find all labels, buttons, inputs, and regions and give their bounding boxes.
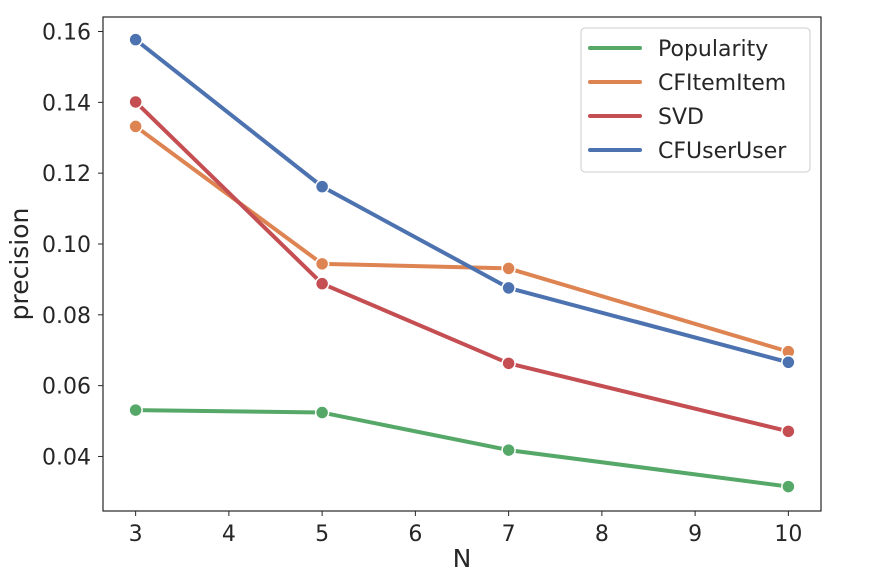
plot-frame	[102, 16, 822, 512]
data-point-cfuseruser	[128, 32, 143, 47]
legend-frame	[580, 27, 811, 173]
y-tick-label: 0.10	[42, 233, 91, 258]
data-point-popularity	[501, 442, 516, 458]
data-point-cfitemitem	[314, 256, 330, 272]
y-tick-label: 0.04	[42, 445, 91, 470]
data-point-popularity	[128, 402, 143, 418]
series-line-popularity	[133, 408, 791, 489]
y-tick-label: 0.14	[42, 91, 91, 116]
x-tick-label: 6	[408, 522, 422, 547]
x-tick-label: 3	[129, 522, 143, 547]
legend-label-popularity: Popularity	[658, 37, 768, 62]
data-point-svd	[128, 94, 143, 110]
legend: Popularity CFItemItem SVD CFUserUser	[580, 27, 811, 173]
data-point-cfitemitem	[501, 261, 516, 276]
legend-label-cfuseruser: CFUserUser	[658, 139, 787, 164]
data-point-popularity	[781, 479, 796, 494]
data-point-cfuseruser	[501, 280, 516, 296]
data-point-cfuseruser	[314, 179, 330, 194]
x-tick-label: 10	[774, 522, 802, 547]
y-tick-label: 0.12	[42, 162, 91, 187]
x-tick-label: 7	[502, 522, 516, 547]
data-point-svd	[501, 356, 516, 371]
x-tick-label: 5	[315, 522, 329, 547]
legend-label-cfitemitem: CFItemItem	[658, 71, 786, 96]
y-axis-ticks: 0.04 0.06 0.08 0.10 0.12 0.14 0.16	[42, 21, 103, 470]
y-tick-label: 0.08	[42, 304, 91, 329]
data-point-svd	[781, 424, 796, 439]
x-axis-ticks: 3 4 5 6 7 8 9 10	[129, 511, 802, 547]
series-lines	[133, 37, 791, 489]
x-tick-label: 8	[595, 522, 609, 547]
data-point-cfuseruser	[781, 355, 796, 370]
legend-label-svd: SVD	[658, 105, 704, 130]
y-axis-label: precision	[5, 208, 34, 321]
y-tick-label: 0.06	[42, 375, 91, 400]
data-point-popularity	[314, 405, 330, 420]
data-point-cfitemitem	[128, 119, 143, 134]
x-tick-label: 9	[688, 522, 702, 547]
x-tick-label: 4	[222, 522, 236, 547]
series-points	[128, 32, 796, 494]
data-point-svd	[314, 276, 330, 291]
series-line-cfuseruser	[133, 37, 791, 365]
series-line-svd	[133, 99, 791, 434]
y-tick-label: 0.16	[42, 21, 91, 46]
x-axis-label: N	[453, 544, 472, 573]
